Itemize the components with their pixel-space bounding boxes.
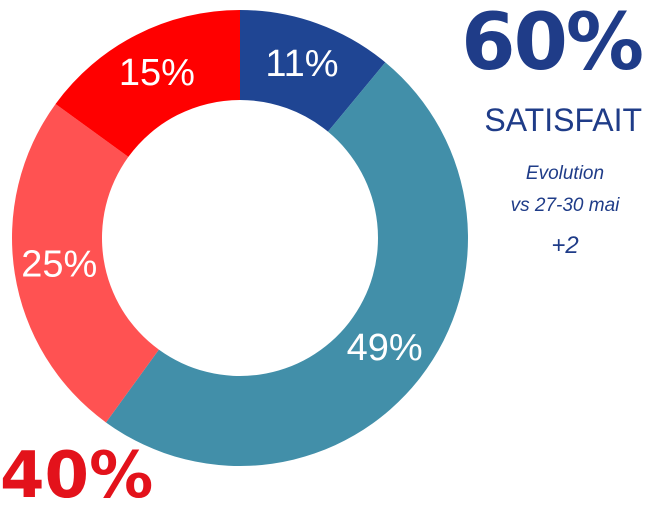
donut-slice-3 xyxy=(11,103,159,423)
donut-slice-2 xyxy=(105,62,468,466)
dissatisfied-percentage: 40% xyxy=(0,439,154,513)
satisfied-label: SATISFAIT xyxy=(484,102,642,138)
slice-label-1: 11% xyxy=(265,43,338,85)
slice-label-4: 15% xyxy=(119,52,195,94)
evolution-period: vs 27-30 mai xyxy=(510,195,620,216)
donut-slice-1 xyxy=(240,10,386,132)
evolution-label: Evolution xyxy=(525,163,605,184)
evolution-value: +2 xyxy=(551,232,579,259)
donut-slice-4 xyxy=(55,10,240,157)
slice-label-3: 25% xyxy=(21,244,97,286)
donut-chart: 11% 49% 25% 15% xyxy=(11,10,468,466)
slice-label-2: 49% xyxy=(347,327,423,369)
satisfied-percentage: 60% xyxy=(461,0,644,88)
